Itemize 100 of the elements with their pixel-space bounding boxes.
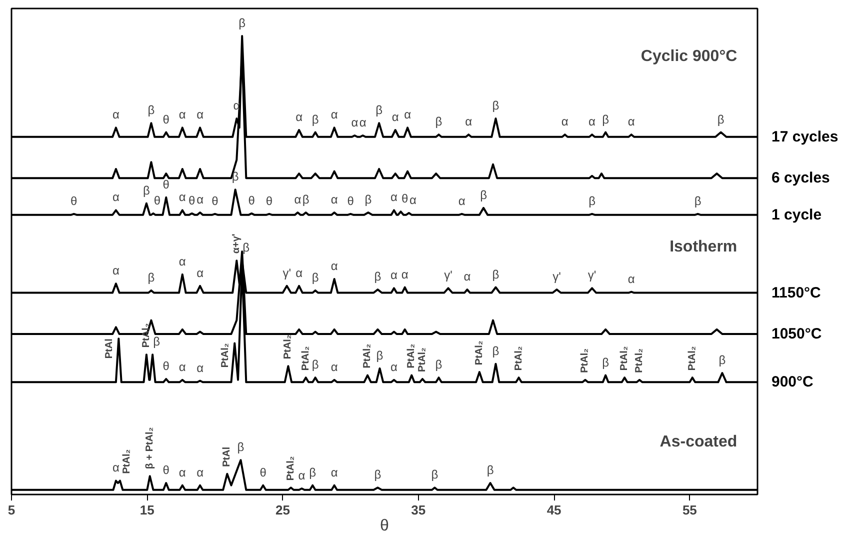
annotation: β (588, 194, 596, 208)
annotation: β (312, 358, 319, 372)
annotation: β (718, 353, 726, 367)
annotation: α (298, 468, 306, 483)
x-tick-label: 55 (682, 502, 697, 518)
annotation: β (435, 358, 442, 372)
annotation: α (178, 190, 186, 204)
annotation: β (143, 183, 150, 198)
annotation: α (178, 465, 186, 480)
annotation: θ (260, 465, 267, 480)
annotation: α (196, 360, 204, 375)
annotation: α (196, 192, 204, 207)
annotation: β + PtAl₂ (144, 427, 156, 470)
annotation: θ (162, 112, 170, 126)
annotation: β (602, 355, 610, 370)
annotation: β (312, 112, 319, 126)
annotation: α (404, 108, 412, 122)
annotation: β (717, 112, 724, 126)
annotation: α (458, 194, 466, 208)
annotation: α (390, 268, 398, 282)
annotation: θ (162, 358, 170, 373)
annotation: α (588, 114, 596, 129)
annotation: α (390, 190, 398, 204)
annotation: γ' (282, 266, 291, 280)
annotation: θ (401, 192, 408, 206)
annotation: α (178, 254, 186, 268)
annotation: β (492, 344, 500, 358)
annotation: β (238, 16, 246, 30)
annotation: β (302, 192, 310, 207)
annotation: θ (188, 193, 196, 208)
annotation: PtAl₂ (300, 346, 312, 371)
annotation: α (359, 116, 366, 130)
annotation: α (351, 116, 358, 130)
annotation: β (242, 240, 250, 255)
annotation: θ (266, 194, 273, 208)
annotation: α (628, 114, 635, 129)
annotation: α (196, 108, 204, 122)
annotation: θ (162, 177, 170, 192)
annotation: α (561, 114, 568, 129)
annotation: α (178, 360, 186, 374)
annotation: Isotherm (670, 238, 738, 256)
annotation: α (112, 460, 120, 475)
annotation: β (374, 270, 382, 284)
annotation: θ (212, 194, 219, 208)
annotation: β (435, 114, 442, 129)
annotation: α (178, 108, 186, 122)
annotation: α (330, 108, 338, 122)
annotation: PtAl₂ (406, 344, 418, 368)
annotation: PtAl (104, 338, 116, 359)
annotation: β (492, 98, 500, 113)
series-label: 900°C (772, 374, 814, 391)
annotation: PtAl₂ (580, 348, 591, 373)
series-label: 1050°C (772, 326, 822, 343)
annotation: β (364, 192, 372, 207)
annotation: α (409, 192, 416, 207)
annotation: β (480, 188, 488, 202)
annotation: β (312, 270, 319, 284)
annotation: α (330, 192, 338, 207)
x-tick-label: 15 (140, 502, 154, 518)
annotation: α (401, 267, 408, 282)
annotation: PtAl₂ (285, 456, 296, 481)
annotation: As-coated (660, 433, 738, 450)
annotation: PtAl₂ (140, 323, 152, 348)
annotation: PtAl₂ (474, 340, 485, 366)
annotation: α (330, 259, 338, 274)
annotation: γ' (588, 268, 596, 282)
annotation: θ (154, 193, 161, 208)
annotation: β (237, 440, 244, 454)
annotation: β (148, 270, 155, 284)
annotation: β (374, 468, 382, 482)
annotation: α (330, 360, 338, 374)
annotation: α (464, 270, 471, 284)
annotation: β (309, 465, 316, 480)
annotation: θ (70, 194, 78, 208)
annotation: β (694, 194, 702, 208)
annotation: PtAl₂ (122, 449, 133, 474)
annotation: β (431, 468, 438, 482)
annotation: α (390, 360, 398, 374)
annotation: α+γ' (231, 234, 242, 254)
annotation: β (602, 112, 610, 126)
annotation: PtAl₂ (282, 334, 294, 360)
annotation: θ (347, 194, 354, 208)
annotation: α (330, 465, 338, 480)
annotation: PtAl (222, 446, 233, 467)
annotation: β (148, 103, 155, 118)
annotation: α (296, 110, 303, 124)
annotation: θ (162, 463, 170, 478)
annotation: α (196, 465, 204, 480)
annotation: α (112, 264, 120, 278)
annotation: α (196, 266, 204, 280)
annotation: γ' (444, 268, 452, 282)
annotation: β (232, 170, 239, 184)
series-label: 17 cycles (772, 128, 838, 146)
annotation: Cyclic 900°C (640, 48, 738, 66)
annotation: γ' (552, 270, 561, 284)
annotation: α (628, 272, 635, 286)
annotation: PtAl₂ (220, 343, 232, 368)
x-tick-label: 5 (8, 502, 16, 518)
annotation: α (296, 266, 303, 280)
series-label: 1 cycle (772, 206, 822, 224)
